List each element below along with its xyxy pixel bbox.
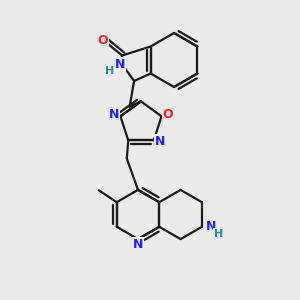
Text: O: O xyxy=(97,34,108,47)
Text: N: N xyxy=(133,238,143,251)
Text: N: N xyxy=(115,58,125,71)
Text: H: H xyxy=(214,229,223,239)
Text: H: H xyxy=(105,65,114,76)
Text: N: N xyxy=(109,108,119,121)
Text: N: N xyxy=(206,220,216,233)
Text: O: O xyxy=(163,108,173,121)
Text: N: N xyxy=(155,136,166,148)
